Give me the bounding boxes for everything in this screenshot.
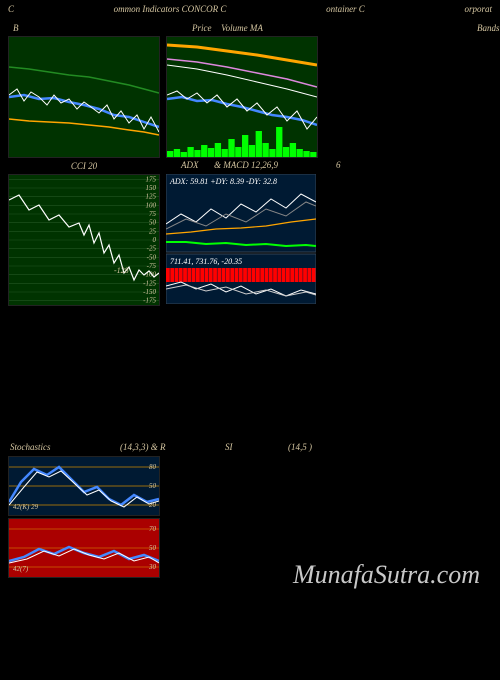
title-bands: Bands 20,2 xyxy=(477,23,500,33)
svg-text:-128: -128 xyxy=(114,266,129,275)
title-6: 6 xyxy=(336,160,341,170)
svg-text:42(7): 42(7) xyxy=(13,565,29,573)
title-macd: & MACD 12,26,9 xyxy=(214,160,278,170)
svg-text:100: 100 xyxy=(146,201,157,209)
svg-text:80: 80 xyxy=(149,463,157,471)
panel-stoch-stack: 80502042(K) 29 70503042(7) xyxy=(8,456,160,578)
hdr-c2: ontainer C xyxy=(326,4,365,14)
chart-cci: 1751501251007550250-25-50-75-100-125-150… xyxy=(9,175,159,305)
title-145: (14,5 ) xyxy=(288,442,312,452)
svg-text:70: 70 xyxy=(149,525,157,533)
row-price: B Price Volume MA Bands 20,2 xyxy=(0,36,500,158)
chart-adx-macd: ADX: 59.81 +DY: 8.39 -DY: 32.8 711.41, 73… xyxy=(166,174,316,304)
panel-stoch-bot: 70 50 30 42(7) xyxy=(8,518,160,578)
svg-text:-150: -150 xyxy=(143,288,156,296)
svg-text:ADX: 59.81 +DY: 8.39 -DY: 32.8: ADX: 59.81 +DY: 8.39 -DY: 32.8 xyxy=(169,177,277,186)
chart-stoch: 80502042(K) 29 xyxy=(9,457,159,515)
svg-text:-50: -50 xyxy=(147,253,157,261)
hdr-c1: ommon Indicators CONCOR C xyxy=(114,4,227,14)
svg-text:711.41, 731.76, -20.35: 711.41, 731.76, -20.35 xyxy=(170,257,242,266)
hdr-left: C xyxy=(8,4,14,14)
panel-cci: CCI 20 1751501251007550250-25-50-75-100-… xyxy=(8,174,160,306)
chart-rsi: 70 50 30 42(7) xyxy=(9,519,159,577)
title-stoch: Stochastics xyxy=(10,442,51,452)
row-cci-adx: CCI 20 1751501251007550250-25-50-75-100-… xyxy=(0,174,500,306)
title-adx: ADX xyxy=(181,160,199,170)
title-volma: Volume MA xyxy=(221,23,263,33)
svg-text:125: 125 xyxy=(146,193,157,201)
title-si: SI xyxy=(225,442,233,452)
svg-text:0: 0 xyxy=(153,236,157,244)
title-price: Price xyxy=(192,23,212,33)
panel-bands-left: B xyxy=(8,36,160,158)
svg-text:-175: -175 xyxy=(143,297,156,305)
hdr-right: orporat xyxy=(464,4,492,14)
chart-bands-left xyxy=(9,37,159,157)
panel-price-vol: Price Volume MA Bands 20,2 xyxy=(166,36,318,158)
svg-text:150: 150 xyxy=(146,184,157,192)
title-b: B xyxy=(13,23,19,33)
panel-stoch-top: 80502042(K) 29 xyxy=(8,456,160,516)
svg-text:50: 50 xyxy=(149,219,157,227)
svg-text:-75: -75 xyxy=(147,262,157,270)
svg-text:30: 30 xyxy=(148,563,157,571)
title-cci: CCI 20 xyxy=(71,161,97,171)
svg-text:175: 175 xyxy=(146,175,157,183)
svg-text:50: 50 xyxy=(149,544,157,552)
svg-text:75: 75 xyxy=(149,210,157,218)
svg-text:50: 50 xyxy=(149,482,157,490)
header-bar: C ommon Indicators CONCOR C ontainer C o… xyxy=(0,0,500,18)
svg-text:-25: -25 xyxy=(147,245,157,253)
panel-adx-macd: ADX & MACD 12,26,9 6 ADX: 59.81 +DY: 8.3… xyxy=(166,174,316,306)
svg-text:42(K) 29: 42(K) 29 xyxy=(13,503,39,511)
svg-text:25: 25 xyxy=(149,227,157,235)
watermark: MunafaSutra.com xyxy=(293,560,480,590)
chart-price-vol xyxy=(167,37,317,157)
svg-text:-125: -125 xyxy=(143,279,156,287)
title-14: (14,3,3) & R xyxy=(120,442,166,452)
